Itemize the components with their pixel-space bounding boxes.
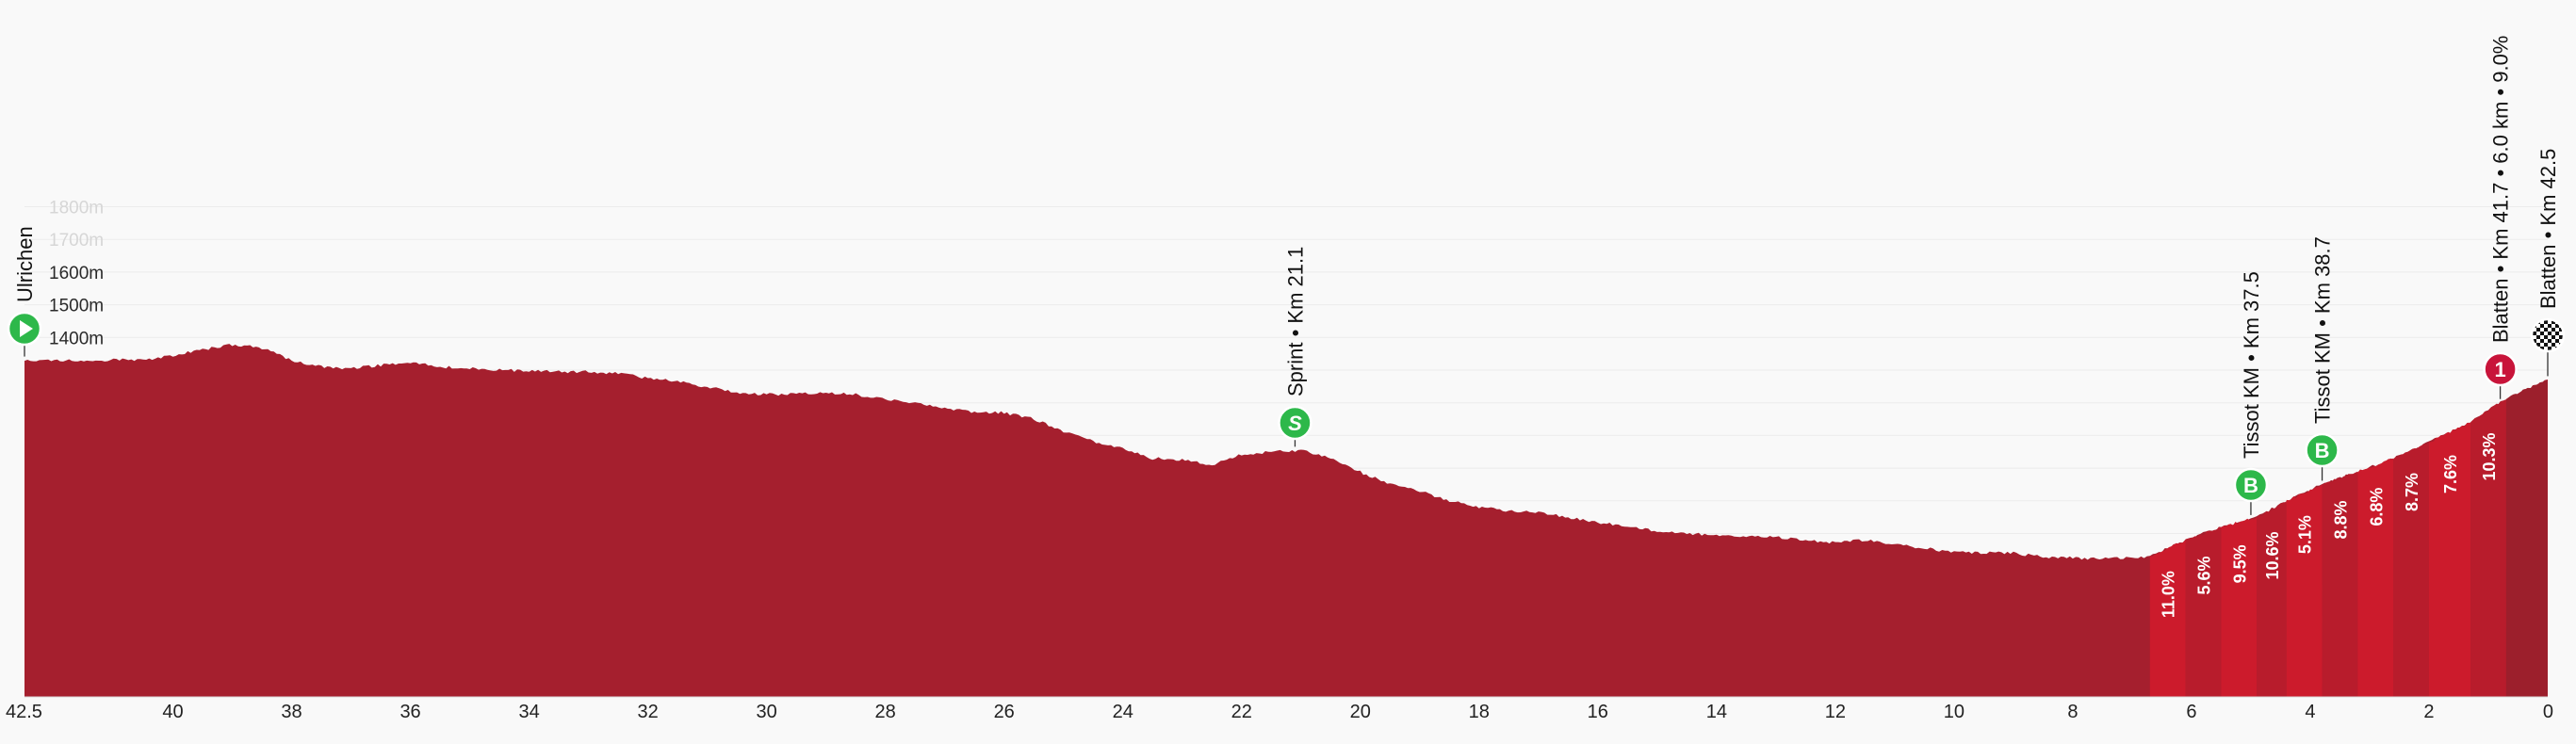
marker-glyph: S — [1288, 412, 1302, 435]
x-tick-label: 22 — [1231, 702, 1252, 722]
sprint-icon — [1278, 405, 1312, 441]
route-marker: Blatten • Km 42.5 — [2530, 149, 2566, 377]
x-tick-label: 12 — [1825, 702, 1846, 722]
x-tick-label: 38 — [281, 702, 302, 722]
marker-label: Blatten • Km 41.7 • 6.0 km • 9.0% — [2489, 36, 2513, 343]
x-tick-label: 18 — [1469, 702, 1490, 722]
gradient-segment — [2185, 526, 2222, 697]
y-tick-label: 1700m — [49, 231, 104, 251]
route-marker: B Tissot KM • Km 38.7 — [2305, 236, 2340, 481]
marker-glyph: B — [2243, 474, 2258, 497]
x-tick-label: 34 — [518, 702, 539, 722]
x-tick-label: 32 — [637, 702, 658, 722]
x-tick-label: 6 — [2186, 702, 2196, 722]
y-tick-label: 1800m — [49, 199, 104, 218]
x-tick-label: 26 — [994, 702, 1015, 722]
x-tick-label: 30 — [757, 702, 777, 722]
x-tick-label: 14 — [1706, 702, 1727, 722]
gradient-label: 11.0% — [2160, 571, 2178, 618]
gradient-segment — [2221, 517, 2258, 697]
elevation-profile — [24, 344, 2548, 697]
marker-label: Tissot KM • Km 37.5 — [2240, 271, 2263, 459]
x-tick-label: 42.5 — [6, 702, 42, 722]
gradient-label: 10.6% — [2263, 531, 2282, 579]
play-glyph — [20, 320, 33, 337]
marker-glyph: 1 — [2494, 358, 2505, 381]
x-tick-label: 4 — [2305, 702, 2315, 722]
route-marker: Ulrichen — [7, 226, 42, 357]
y-tick-label: 1500m — [49, 297, 104, 316]
marker-label: Blatten • Km 42.5 — [2536, 149, 2560, 309]
gradient-label: 7.6% — [2441, 455, 2460, 493]
gradient-segment — [2257, 500, 2287, 697]
gradient-segment — [2428, 422, 2471, 697]
route-marker: B Tissot KM • Km 37.5 — [2233, 271, 2269, 515]
bonus-icon — [2233, 467, 2269, 503]
marker-label: Ulrichen — [13, 226, 37, 302]
x-tick-label: 16 — [1588, 702, 1608, 722]
bonus-icon — [2305, 432, 2340, 468]
gradient-label: 5.1% — [2296, 515, 2315, 554]
profile-area — [24, 344, 2548, 697]
gradient-segments: 11.0% 5.6% 9.5% 10.6% 5.1% 8.8% 6.8% 8.7% 7.6% 10… — [2149, 380, 2548, 697]
x-tick-label: 2 — [2423, 702, 2434, 722]
marker-glyph: B — [2315, 439, 2330, 462]
gradient-segment — [2393, 442, 2429, 697]
gradient-segment — [2149, 540, 2186, 697]
climb-category-icon — [2483, 351, 2518, 387]
route-marker: S Sprint • Km 21.1 — [1278, 247, 1312, 447]
gradient-label: 5.6% — [2195, 557, 2214, 595]
y-tick-label: 1400m — [49, 329, 104, 348]
x-tick-label: 8 — [2067, 702, 2078, 722]
y-tick-label: 1600m — [49, 264, 104, 283]
gradient-segment — [2322, 471, 2358, 697]
marker-label: Sprint • Km 21.1 — [1283, 247, 1307, 396]
x-tick-label: 20 — [1350, 702, 1371, 722]
gradient-segment — [2470, 399, 2506, 697]
gradient-segment — [2286, 484, 2323, 697]
route-marker: 1 Blatten • Km 41.7 • 6.0 km • 9.0% — [2483, 36, 2518, 399]
x-tick-label: 0 — [2543, 702, 2553, 722]
marker-label: Tissot KM • Km 38.7 — [2311, 236, 2335, 424]
gradient-label: 8.8% — [2331, 501, 2350, 540]
route-markers: Ulrichen S Sprint • Km 21.1 B Tissot KM • Km… — [7, 36, 2566, 515]
gradient-label: 8.7% — [2403, 473, 2421, 511]
gradient-segment — [2357, 458, 2394, 697]
gradient-label: 6.8% — [2367, 488, 2386, 526]
x-tick-label: 10 — [1944, 702, 1965, 722]
finish-flag-icon — [2530, 317, 2566, 353]
x-tick-label: 24 — [1113, 702, 1133, 722]
x-tick-label: 28 — [875, 702, 896, 722]
gradient-label: 10.3% — [2480, 433, 2499, 481]
x-tick-label: 40 — [162, 702, 183, 722]
x-axis: 42.5 40 38 36 34 32 30 28 26 24 22 20 18 16 14 12 10 8 6 4 2… — [6, 696, 2553, 722]
final-slope-segment — [2505, 380, 2548, 697]
x-tick-label: 36 — [399, 702, 420, 722]
gradient-label: 9.5% — [2230, 544, 2249, 583]
